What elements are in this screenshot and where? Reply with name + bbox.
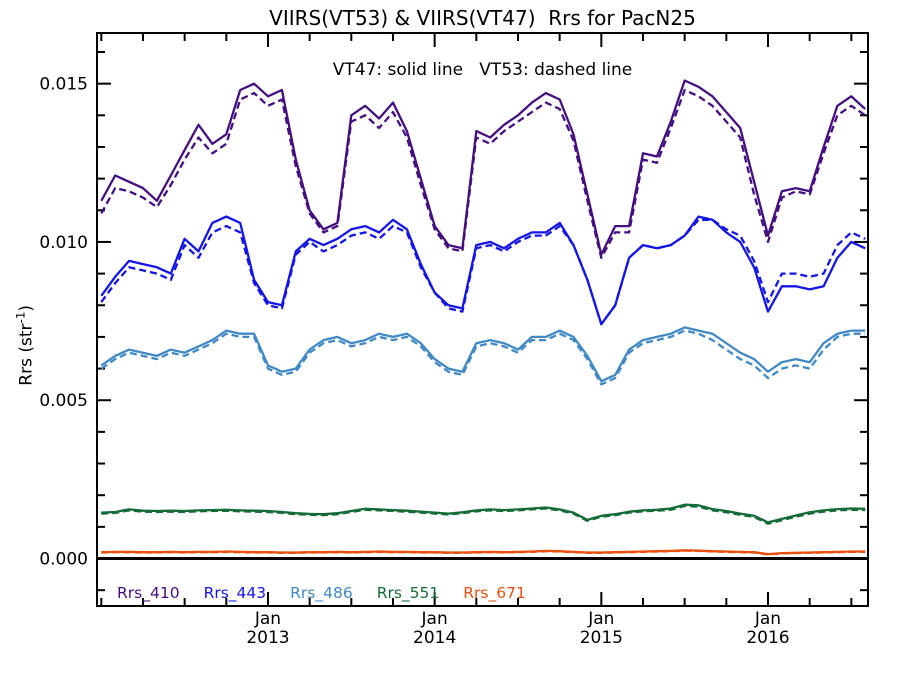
series-Rrs_443-VT53 [100, 218, 866, 326]
x-tick-label-year: 2016 [746, 628, 789, 648]
chart-title: VIIRS(VT53) & VIIRS(VT47) Rrs for PacN25 [269, 6, 696, 30]
series-Rrs_486-VT47 [100, 326, 866, 383]
legend-item-Rrs_443: Rrs_443 [203, 584, 267, 602]
x-tick-label-month: Jan [254, 609, 281, 629]
series-Rrs_410-VT53 [100, 88, 866, 259]
legend-item-Rrs_410: Rrs_410 [117, 584, 180, 602]
x-tick-label-year: 2015 [580, 628, 623, 648]
plot-frame [96, 32, 869, 607]
legend-item-Rrs_551: Rrs_551 [376, 584, 440, 602]
y-tick-label: 0.015 [39, 75, 88, 95]
legend: Rrs_410 Rrs_443 Rrs_486 Rrs_551 Rrs_671 [117, 584, 526, 602]
legend-item-Rrs_671: Rrs_671 [463, 584, 526, 602]
series-Rrs_443-VT47 [100, 215, 866, 326]
x-tick-label-year: 2014 [413, 628, 456, 648]
series-Rrs_410-VT47 [100, 79, 866, 256]
series-Rrs_551-VT53 [101, 504, 866, 525]
y-tick-label: 0.010 [39, 233, 88, 253]
line-style-note: VT47: solid line VT53: dashed line [332, 60, 633, 80]
y-tick-label: 0.005 [39, 391, 88, 411]
x-tick-label-month: Jan [421, 609, 448, 629]
x-tick-label-month: Jan [754, 609, 781, 629]
x-tick-label-month: Jan [587, 609, 614, 629]
series-Rrs_551-VT47 [101, 503, 866, 524]
x-tick-label-year: 2013 [246, 628, 289, 648]
series-Rrs_486-VT53 [100, 329, 866, 386]
legend-item-Rrs_486: Rrs_486 [290, 584, 353, 602]
y-tick-label: 0.000 [39, 550, 88, 570]
series-Rrs_671-VT53 [101, 549, 866, 556]
